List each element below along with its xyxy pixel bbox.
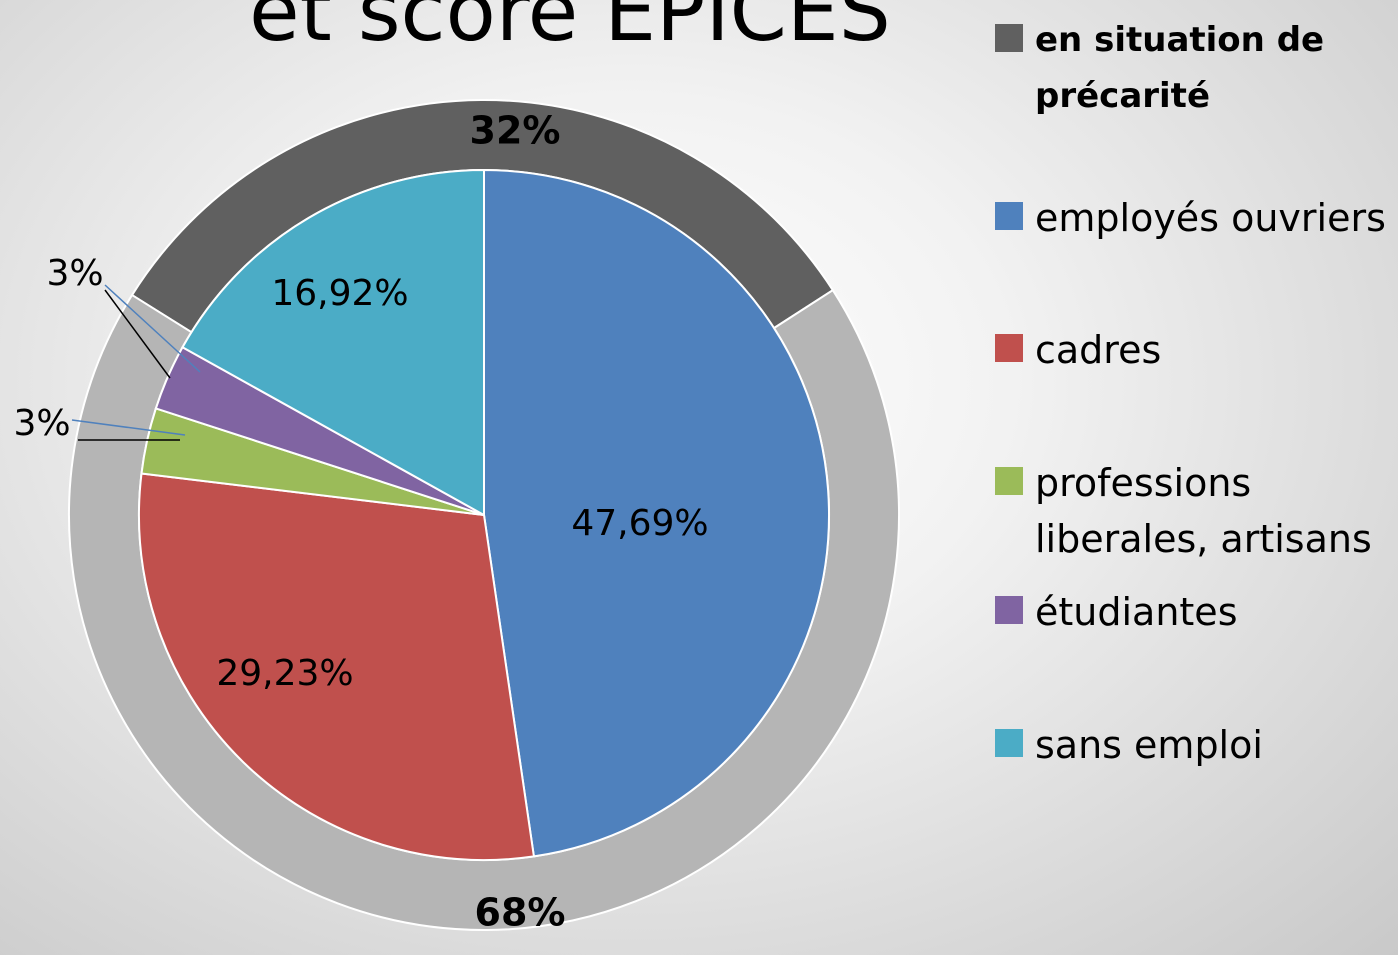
legend-item: employés ouvriers	[995, 190, 1395, 246]
legend-label: professions liberales, artisans	[1035, 461, 1372, 561]
legend-label: sans emploi	[1035, 723, 1263, 767]
data-label: 3%	[46, 253, 103, 294]
legend-swatch	[995, 24, 1023, 52]
data-label: 29,23%	[216, 653, 353, 694]
legend-swatch	[995, 202, 1023, 230]
legend-label: cadres	[1035, 328, 1162, 372]
pie-slice	[181, 168, 485, 517]
chart-title: et score EPICES	[249, 0, 891, 60]
pie-slice	[483, 168, 830, 858]
leader-line	[71, 419, 186, 436]
leader-line	[104, 284, 201, 373]
data-label: 47,69%	[571, 503, 708, 544]
data-label: 16,92%	[271, 273, 408, 314]
data-label: 32%	[470, 109, 561, 153]
legend-swatch	[995, 729, 1023, 757]
legend-item: sans emploi	[995, 717, 1395, 773]
pie-slice	[138, 472, 536, 861]
legend-swatch	[995, 596, 1023, 624]
legend-item: en situation de précarité	[995, 12, 1335, 124]
legend-item: étudiantes	[995, 584, 1395, 640]
legend-item: cadres	[995, 322, 1395, 378]
legend-label: employés ouvriers	[1035, 196, 1386, 240]
legend-item: professions liberales, artisans	[995, 455, 1375, 567]
data-label: 3%	[13, 403, 70, 444]
leader-line	[104, 289, 171, 379]
data-label: 68%	[475, 891, 566, 935]
legend-swatch	[995, 467, 1023, 495]
legend-label: étudiantes	[1035, 590, 1238, 634]
legend-swatch	[995, 334, 1023, 362]
legend-label: en situation de précarité	[1035, 20, 1325, 116]
